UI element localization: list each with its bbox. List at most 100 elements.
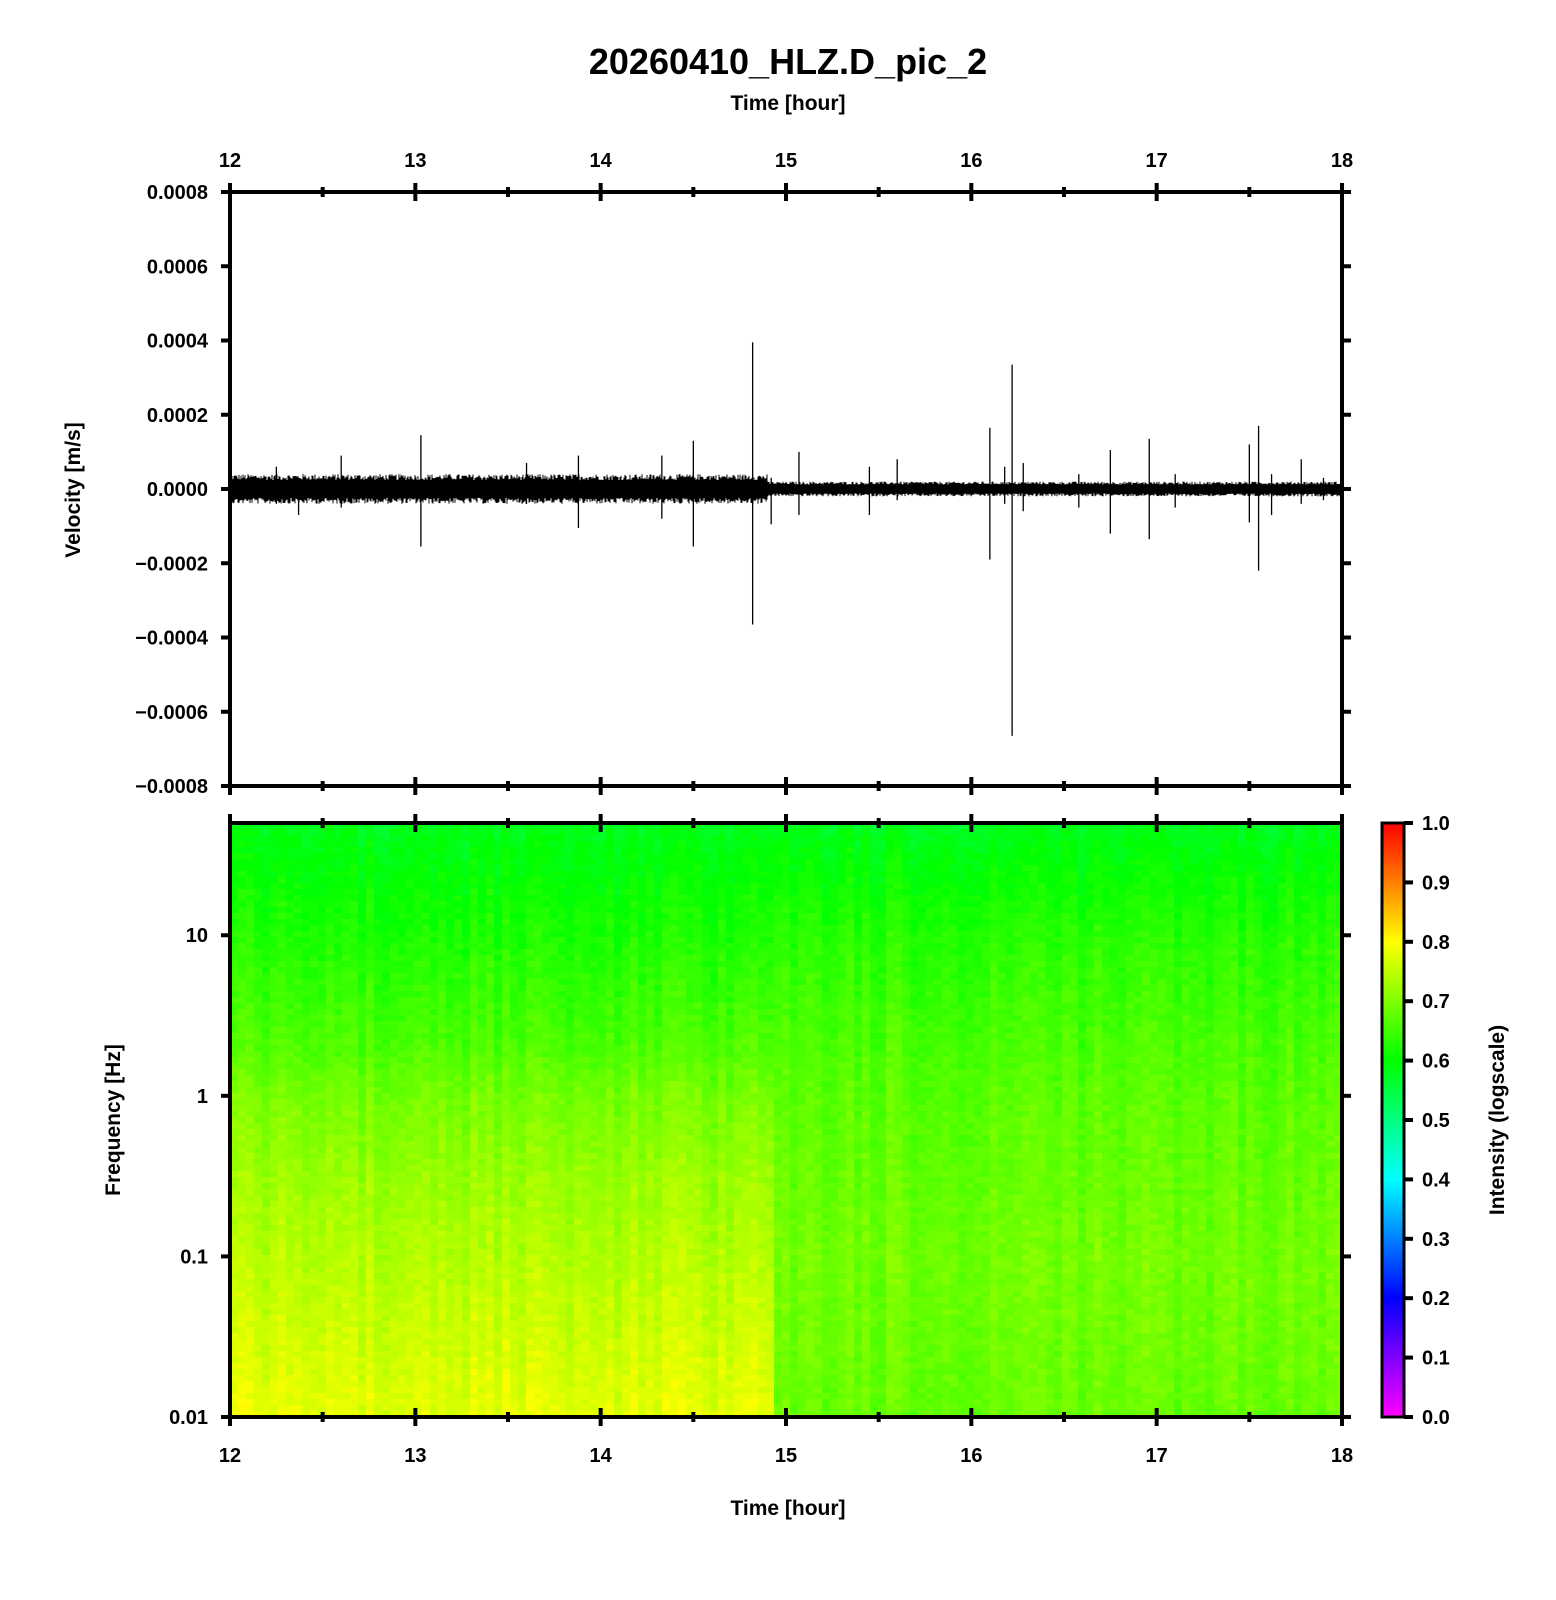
spectrogram-cell [334, 901, 343, 908]
spectrogram-cell [582, 1117, 591, 1124]
spectrogram-cell [550, 871, 559, 878]
spectrogram-cell [326, 973, 335, 980]
spectrogram-cell [526, 1291, 535, 1298]
spectrogram-cell [334, 949, 343, 956]
spectrogram-cell [382, 1165, 391, 1172]
spectrogram-cell [438, 1399, 447, 1406]
spectrogram-cell [534, 1069, 543, 1076]
spectrogram-cell [526, 1135, 535, 1142]
spectrogram-cell [446, 1129, 455, 1136]
spectrogram-cell [462, 1159, 471, 1166]
spectrogram-cell [286, 1369, 295, 1376]
spectrogram-cell [278, 853, 287, 860]
spectrogram-cell [318, 907, 327, 914]
spectrogram-cell [606, 1195, 615, 1202]
spectrogram-cell [262, 1255, 271, 1262]
spectrogram-cell [582, 1111, 591, 1118]
spectrogram-cell [326, 1393, 335, 1400]
spectrogram-cell [350, 871, 359, 878]
spectrogram-cell [238, 1171, 247, 1178]
spectrogram-cell [510, 1057, 519, 1064]
spectrogram-cell [398, 967, 407, 974]
spectrogram-cell [494, 937, 503, 944]
spectrogram-cell [430, 1357, 439, 1364]
spectrogram-cell [502, 1303, 511, 1310]
spectrogram-cell [350, 1183, 359, 1190]
spectrogram-cell [238, 1225, 247, 1232]
spectrogram-cell [590, 847, 599, 854]
spectrogram-cell [502, 1363, 511, 1370]
spectrogram-cell [526, 1201, 535, 1208]
spectrogram-cell [454, 1291, 463, 1298]
spectrogram-cell [302, 1309, 311, 1316]
spectrogram-cell [414, 967, 423, 974]
spectrogram-cell [462, 1411, 471, 1417]
spectrogram-cell [254, 1231, 263, 1238]
spectrogram-cell [366, 829, 375, 836]
spectrogram-cell [350, 1285, 359, 1292]
spectrogram-cell [598, 1135, 607, 1142]
spectrogram-cell [230, 1243, 239, 1250]
spectrogram-cell [254, 1069, 263, 1076]
spectrogram-cell [526, 1387, 535, 1394]
spectrogram-cell [334, 1111, 343, 1118]
spectrogram-cell [262, 1033, 271, 1040]
spectrogram-cell [422, 937, 431, 944]
spectrogram-cell [286, 1033, 295, 1040]
spectrogram-cell [582, 1195, 591, 1202]
spectrogram-cell [446, 871, 455, 878]
spectrogram-cell [398, 1165, 407, 1172]
spectrogram-cell [478, 1183, 487, 1190]
spectrogram-cell [606, 1273, 615, 1280]
spectrogram-cell [502, 1123, 511, 1130]
spectrogram-cell [574, 1087, 583, 1094]
spectrogram-cell [238, 1051, 247, 1058]
spectrogram-cell [542, 1171, 551, 1178]
spectrogram-cell [590, 1405, 599, 1412]
spectrogram-cell [422, 955, 431, 962]
spectrogram-cell [350, 1063, 359, 1070]
spectrogram-cell [230, 1327, 239, 1334]
spectrogram-cell [366, 1069, 375, 1076]
spectrogram-cell [574, 1333, 583, 1340]
spectrogram-cell [550, 1333, 559, 1340]
spectrogram-cell [366, 919, 375, 926]
spectrogram-cell [582, 1219, 591, 1226]
spectrogram-cell [430, 829, 439, 836]
top-x-axis-label: Time [hour] [730, 92, 845, 115]
spectrogram-cell [270, 1363, 279, 1370]
spectrogram-cell [334, 961, 343, 968]
spectrogram-cell [590, 1249, 599, 1256]
spectrogram-cell [598, 979, 607, 986]
spectrogram-cell [334, 829, 343, 836]
spectrogram-cell [398, 1243, 407, 1250]
spectrogram-cell [406, 853, 415, 860]
spectrogram-cell [278, 1315, 287, 1322]
spectrogram-cell [422, 991, 431, 998]
spectrogram-cell [542, 1081, 551, 1088]
spectrogram-cell [566, 1351, 575, 1358]
spectrogram-cell [382, 1261, 391, 1268]
spectrogram-cell [334, 973, 343, 980]
spectrogram-cell [278, 1225, 287, 1232]
spectrogram-cell [302, 925, 311, 932]
spectrogram-cell [526, 1093, 535, 1100]
spectrogram-cell [534, 913, 543, 920]
spectrogram-cell [286, 1255, 295, 1262]
spectrogram-cell [238, 907, 247, 914]
spectrogram-cell [606, 1177, 615, 1184]
spectrogram-cell [454, 1015, 463, 1022]
spectrogram-cell [550, 979, 559, 986]
spectrogram-cell [430, 1405, 439, 1412]
spectrogram-cell [262, 1147, 271, 1154]
spectrogram-cell [238, 943, 247, 950]
spectrogram-cell [294, 1189, 303, 1196]
spectrogram-cell [542, 1045, 551, 1052]
spectrogram-cell [414, 1111, 423, 1118]
spectrogram-cell [606, 859, 615, 866]
spectrogram-cell [310, 1003, 319, 1010]
spectrogram-cell [438, 1015, 447, 1022]
spectrogram-cell [430, 1087, 439, 1094]
spectrogram-cell [382, 1321, 391, 1328]
spectrogram-cell [382, 1141, 391, 1148]
